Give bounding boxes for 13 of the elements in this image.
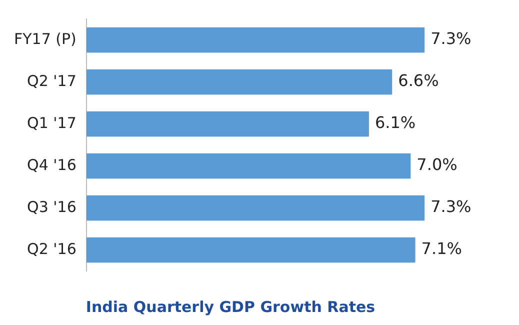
data-label: 7.1%	[421, 239, 462, 258]
y-tick-label: Q4 '16	[27, 156, 76, 174]
data-label: 7.3%	[430, 29, 472, 48]
y-tick-label: Q3 '16	[27, 198, 76, 216]
y-tick-label: FY17 (P)	[14, 30, 76, 48]
data-label: 6.6%	[398, 71, 439, 90]
data-label: 7.3%	[430, 197, 472, 216]
y-tick-label: Q1 '17	[27, 114, 76, 132]
y-tick-label: Q2 '16	[27, 240, 76, 258]
data-label: 6.1%	[374, 113, 416, 132]
y-tick-label: Q2 '17	[27, 72, 76, 90]
data-label: 7.0%	[416, 155, 458, 174]
text: India Quarterly GDP Growth Rates	[86, 298, 376, 316]
